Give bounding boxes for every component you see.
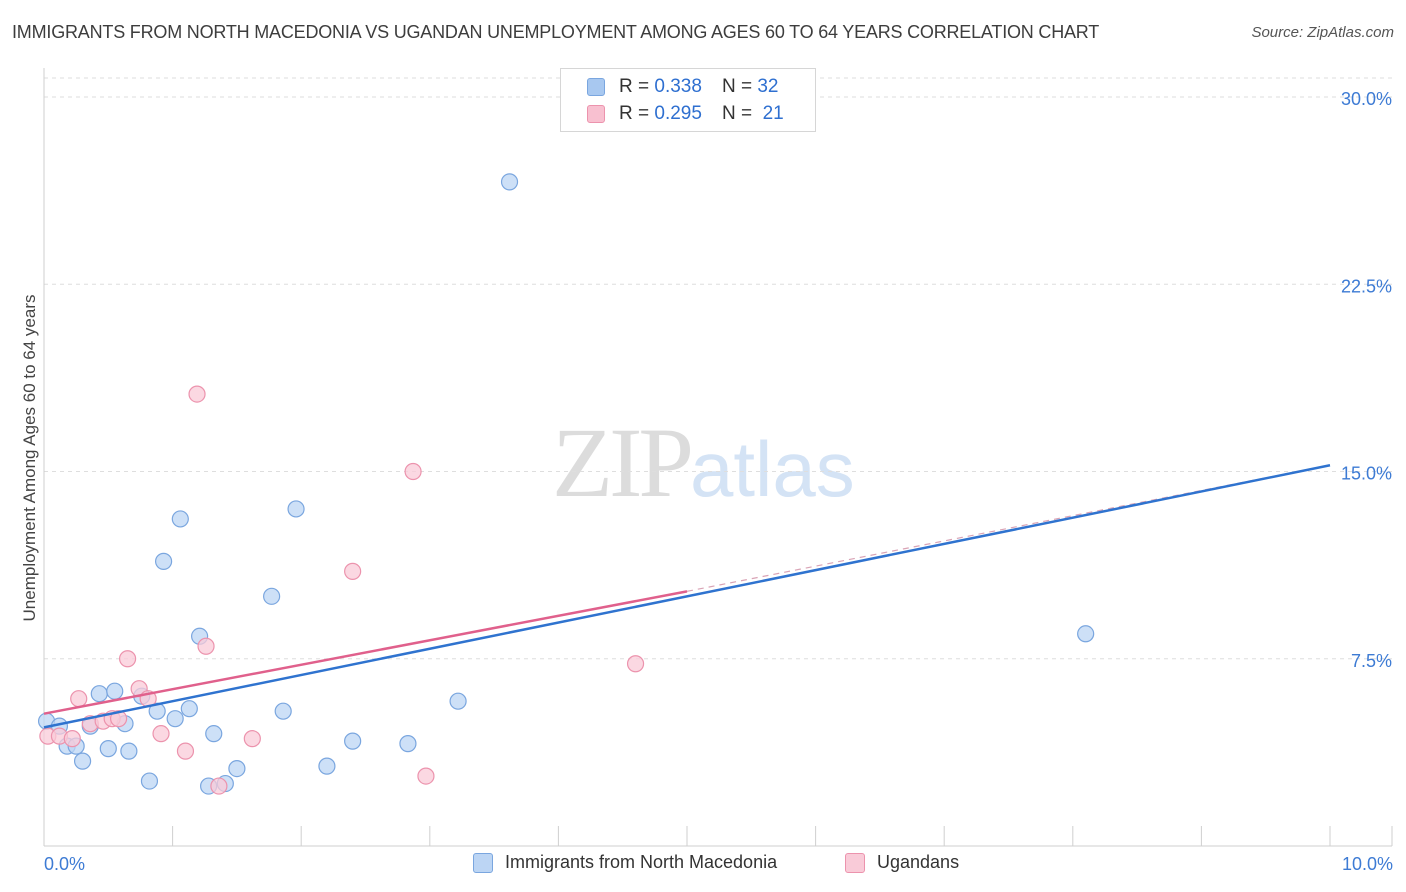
legend-n-label: N = [721, 76, 753, 97]
source-credit: Source: ZipAtlas.com [1251, 24, 1394, 41]
bottom-legend-label-ugandans: Ugandans [877, 852, 960, 872]
point-ugandans [626, 655, 645, 673]
point-macedonia [263, 587, 281, 605]
legend-row-ugandans: R = 0.295 N = 21 [587, 102, 784, 126]
point-ugandans [210, 777, 228, 795]
point-macedonia [228, 760, 246, 778]
point-macedonia [90, 685, 108, 703]
point-macedonia [99, 740, 117, 758]
y-tick-label: 22.5% [1341, 276, 1392, 296]
point-ugandans [344, 562, 362, 580]
watermark-atlas: atlas [690, 425, 855, 513]
point-macedonia [500, 173, 519, 191]
y-tick-label: 15.0% [1341, 464, 1392, 484]
point-macedonia [73, 752, 92, 770]
point-ugandans [63, 730, 81, 748]
point-ugandans [109, 710, 128, 728]
point-macedonia [318, 757, 336, 775]
bottom-legend-label-macedonia: Immigrants from North Macedonia [505, 852, 778, 872]
x-tick-label: 0.0% [44, 854, 85, 874]
y-axis-label: Unemployment Among Ages 60 to 64 years [20, 294, 39, 622]
point-ugandans [417, 767, 435, 785]
legend-r-label: R = [619, 103, 650, 124]
legend-r-label: R = [619, 76, 650, 97]
point-macedonia [287, 500, 305, 518]
y-tick-label: 7.5% [1351, 651, 1392, 671]
point-ugandans [188, 385, 206, 403]
legend-row-macedonia: R = 0.338 N = 32 [587, 75, 778, 99]
bottom-legend-macedonia: Immigrants from North Macedonia [473, 852, 777, 873]
bottom-legend-swatch-ugandans [845, 852, 865, 873]
bottom-legend-ugandans: Ugandans [845, 852, 959, 873]
correlation-legend: R = 0.338 N = 32 R = 0.295 N = 21 [560, 68, 816, 132]
y-tick-label: 30.0% [1341, 89, 1392, 109]
legend-swatch-macedonia [587, 78, 605, 96]
chart-title: IMMIGRANTS FROM NORTH MACEDONIA VS UGAND… [12, 22, 1100, 42]
point-macedonia [106, 682, 124, 700]
point-ugandans [118, 650, 137, 668]
point-ugandans [404, 462, 422, 481]
bottom-legend-swatch-macedonia [473, 852, 493, 873]
watermark-zip: ZIP [552, 407, 694, 518]
x-tick-label: 10.0% [1342, 854, 1393, 874]
point-macedonia [1077, 625, 1095, 643]
point-macedonia [140, 772, 159, 790]
point-macedonia [120, 742, 138, 760]
point-ugandans [197, 637, 215, 655]
point-macedonia [449, 692, 467, 710]
trendline-ugandans [43, 590, 688, 715]
trendline-macedonia [43, 464, 1331, 729]
legend-n-label: N = [721, 103, 753, 124]
point-ugandans [243, 730, 261, 748]
point-macedonia [344, 732, 362, 750]
legend-r-value-macedonia: 0.338 [654, 76, 702, 97]
point-macedonia [180, 700, 198, 718]
point-ugandans [176, 742, 195, 760]
legend-n-value-ugandans: 21 [762, 103, 784, 124]
point-ugandans [152, 725, 170, 743]
watermark: ZIPatlas [552, 405, 855, 520]
point-ugandans [70, 690, 88, 708]
legend-swatch-ugandans [587, 105, 605, 123]
legend-r-value-ugandans: 0.295 [654, 103, 702, 124]
point-macedonia [399, 735, 417, 753]
legend-n-value-macedonia: 32 [757, 76, 779, 97]
point-macedonia [205, 725, 223, 743]
point-macedonia [166, 710, 184, 728]
point-macedonia [171, 510, 189, 528]
point-macedonia [274, 702, 292, 720]
point-macedonia [154, 552, 173, 570]
